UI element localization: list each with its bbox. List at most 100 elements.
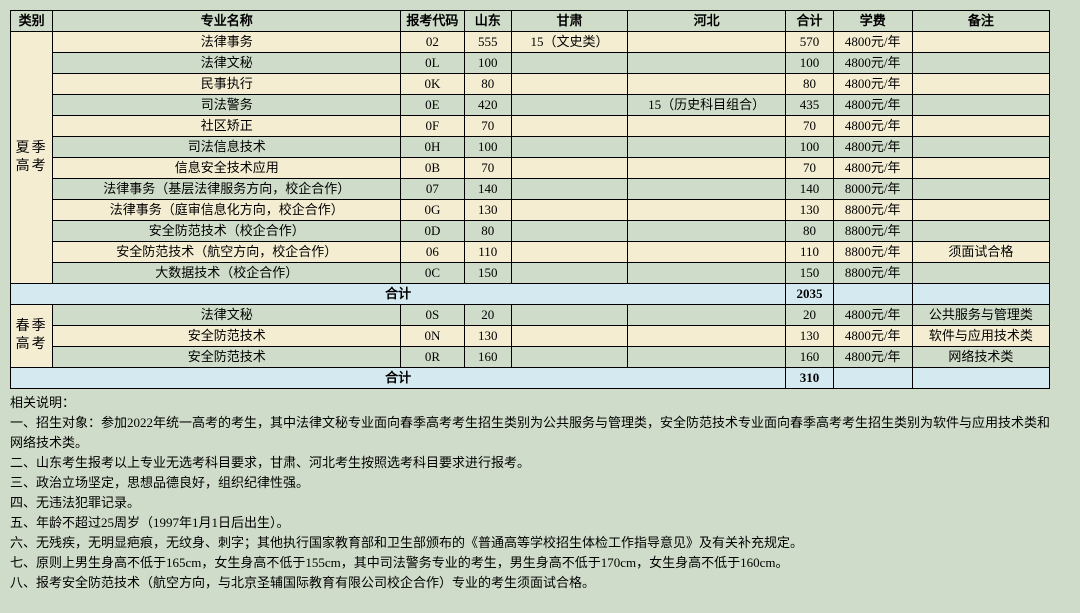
cell-fee: 4800元/年 — [833, 74, 912, 95]
cell-code: 0E — [401, 95, 464, 116]
cell-fee: 4800元/年 — [833, 32, 912, 53]
subtotal-label: 合计 — [11, 284, 786, 305]
th-fee: 学费 — [833, 11, 912, 32]
cell-gs: 15（文史类） — [512, 32, 628, 53]
cell-sd: 80 — [464, 74, 511, 95]
cell-major: 司法信息技术 — [53, 137, 401, 158]
th-major: 专业名称 — [53, 11, 401, 32]
table-row: 春季高考法律文秘0S20204800元/年公共服务与管理类 — [11, 305, 1050, 326]
cell-note — [912, 95, 1049, 116]
cell-code: 0C — [401, 263, 464, 284]
table-row: 司法信息技术0H1001004800元/年 — [11, 137, 1050, 158]
note-line: 八、报考安全防范技术（航空方向，与北京圣辅国际教育有限公司校企合作）专业的考生须… — [10, 573, 1050, 593]
cell-sum: 130 — [786, 326, 833, 347]
cell-hb — [628, 32, 786, 53]
cell-major: 安全防范技术（校企合作） — [53, 221, 401, 242]
cell-code: 0B — [401, 158, 464, 179]
table-row: 安全防范技术0N1301304800元/年软件与应用技术类 — [11, 326, 1050, 347]
note-line: 五、年龄不超过25周岁（1997年1月1日后出生）。 — [10, 513, 1050, 533]
cell-sum: 80 — [786, 221, 833, 242]
cell-code: 0G — [401, 200, 464, 221]
cell-code: 0N — [401, 326, 464, 347]
cell-note — [912, 116, 1049, 137]
cell-note — [912, 221, 1049, 242]
cell-gs — [512, 326, 628, 347]
cell-gs — [512, 179, 628, 200]
cell-sd: 70 — [464, 158, 511, 179]
subtotal-row: 合计2035 — [11, 284, 1050, 305]
table-row: 安全防范技术（航空方向，校企合作）061101108800元/年须面试合格 — [11, 242, 1050, 263]
cell-major: 安全防范技术 — [53, 347, 401, 368]
cell-sd: 110 — [464, 242, 511, 263]
cell-hb — [628, 53, 786, 74]
cell-gs — [512, 242, 628, 263]
table-header-row: 类别 专业名称 报考代码 山东 甘肃 河北 合计 学费 备注 — [11, 11, 1050, 32]
cell-sum: 80 — [786, 74, 833, 95]
cell-fee: 4800元/年 — [833, 53, 912, 74]
cell-note — [912, 53, 1049, 74]
cell-sd: 100 — [464, 53, 511, 74]
cell-fee: 8800元/年 — [833, 200, 912, 221]
cell-sd: 150 — [464, 263, 511, 284]
cell-sd: 160 — [464, 347, 511, 368]
cell-note: 网络技术类 — [912, 347, 1049, 368]
cell-sum: 140 — [786, 179, 833, 200]
note-line: 四、无违法犯罪记录。 — [10, 493, 1050, 513]
note-line: 三、政治立场坚定，思想品德良好，组织纪律性强。 — [10, 473, 1050, 493]
note-line: 七、原则上男生身高不低于165cm，女生身高不低于155cm，其中司法警务专业的… — [10, 553, 1050, 573]
subtotal-empty — [833, 368, 912, 389]
cell-code: 0F — [401, 116, 464, 137]
cell-gs — [512, 263, 628, 284]
cell-sum: 150 — [786, 263, 833, 284]
cell-hb: 15（历史科目组合） — [628, 95, 786, 116]
cell-note — [912, 200, 1049, 221]
cell-major: 安全防范技术 — [53, 326, 401, 347]
category-cell: 夏季高考 — [11, 32, 53, 284]
cell-hb — [628, 347, 786, 368]
th-gansu: 甘肃 — [512, 11, 628, 32]
cell-gs — [512, 53, 628, 74]
table-row: 法律文秘0L1001004800元/年 — [11, 53, 1050, 74]
cell-note: 须面试合格 — [912, 242, 1049, 263]
cell-gs — [512, 347, 628, 368]
cell-note — [912, 263, 1049, 284]
table-row: 安全防范技术（校企合作）0D80808800元/年 — [11, 221, 1050, 242]
table-row: 信息安全技术应用0B70704800元/年 — [11, 158, 1050, 179]
cell-hb — [628, 242, 786, 263]
cell-fee: 4800元/年 — [833, 158, 912, 179]
cell-fee: 4800元/年 — [833, 116, 912, 137]
subtotal-row: 合计310 — [11, 368, 1050, 389]
cell-sum: 100 — [786, 53, 833, 74]
cell-note — [912, 32, 1049, 53]
cell-sum: 110 — [786, 242, 833, 263]
subtotal-label: 合计 — [11, 368, 786, 389]
cell-code: 02 — [401, 32, 464, 53]
cell-sd: 70 — [464, 116, 511, 137]
th-code: 报考代码 — [401, 11, 464, 32]
cell-major: 法律文秘 — [53, 305, 401, 326]
subtotal-empty — [912, 368, 1049, 389]
th-hebei: 河北 — [628, 11, 786, 32]
cell-hb — [628, 263, 786, 284]
cell-fee: 4800元/年 — [833, 347, 912, 368]
cell-sd: 80 — [464, 221, 511, 242]
cell-major: 法律事务（基层法律服务方向，校企合作） — [53, 179, 401, 200]
cell-fee: 4800元/年 — [833, 326, 912, 347]
cell-hb — [628, 158, 786, 179]
cell-sd: 555 — [464, 32, 511, 53]
cell-major: 民事执行 — [53, 74, 401, 95]
table-row: 大数据技术（校企合作）0C1501508800元/年 — [11, 263, 1050, 284]
cell-sum: 130 — [786, 200, 833, 221]
notes-list: 一、招生对象：参加2022年统一高考的考生，其中法律文秘专业面向春季高考考生招生… — [10, 413, 1050, 593]
cell-sd: 420 — [464, 95, 511, 116]
cell-fee: 8800元/年 — [833, 221, 912, 242]
table-row: 司法警务0E42015（历史科目组合）4354800元/年 — [11, 95, 1050, 116]
cell-hb — [628, 179, 786, 200]
subtotal-empty — [912, 284, 1049, 305]
th-note: 备注 — [912, 11, 1049, 32]
table-row: 法律事务（基层法律服务方向，校企合作）071401408000元/年 — [11, 179, 1050, 200]
cell-sum: 70 — [786, 116, 833, 137]
cell-gs — [512, 137, 628, 158]
cell-major: 大数据技术（校企合作） — [53, 263, 401, 284]
cell-major: 安全防范技术（航空方向，校企合作） — [53, 242, 401, 263]
